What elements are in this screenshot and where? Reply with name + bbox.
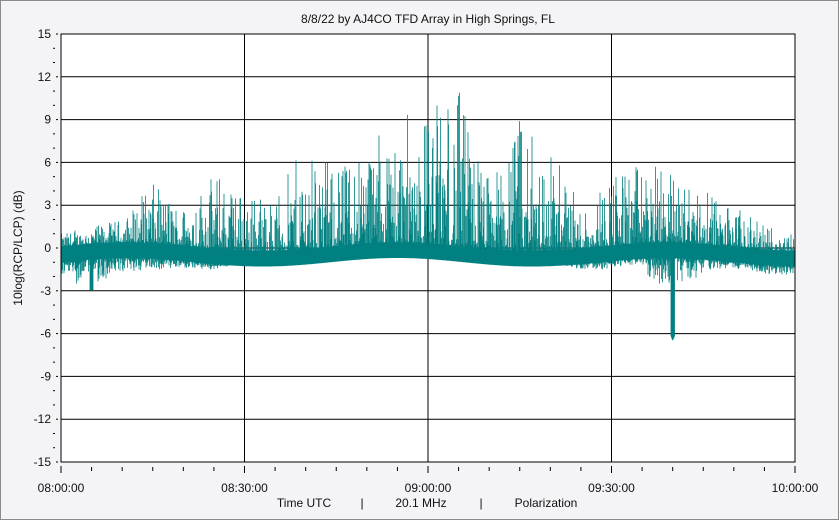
x-label-time: Time UTC (277, 496, 332, 510)
y-tick-label: 9 (44, 113, 51, 127)
y-tick-label: 0 (44, 241, 51, 255)
x-tick-label: 08:00:00 (38, 481, 85, 495)
y-tick-label: -12 (34, 412, 52, 426)
x-tick-label: 09:30:00 (588, 481, 635, 495)
axes: 15 12 9 6 3 0 -3 -6 -9 -12 -15 08:00:00 08:30:00 09:0… (34, 27, 819, 495)
x-label-frequency: 20.1 MHz (395, 496, 446, 510)
x-label-polarization: Polarization (515, 496, 578, 510)
y-tick-label: 12 (38, 70, 52, 84)
y-tick-label: 6 (44, 155, 51, 169)
y-tick-label: -15 (34, 455, 52, 469)
y-tick-label: -3 (40, 284, 51, 298)
y-tick-label: 15 (38, 27, 52, 41)
x-axis-label: Time UTC | 20.1 MHz | Polarization (277, 496, 577, 510)
x-tick-label: 08:30:00 (221, 481, 268, 495)
chart-title: 8/8/22 by AJ4CO TFD Array in High Spring… (301, 12, 555, 26)
y-tick-label: -6 (40, 327, 51, 341)
y-axis-label: 10log(RCP/LCP) (dB) (11, 190, 25, 305)
x-tick-label: 10:00:00 (772, 481, 819, 495)
x-label-sep-1: | (360, 496, 363, 510)
x-label-sep-2: | (479, 496, 482, 510)
y-tick-label: -9 (40, 369, 51, 383)
x-tick-label: 09:00:00 (405, 481, 452, 495)
plot-border (60, 33, 796, 463)
y-tick-label: 3 (44, 198, 51, 212)
